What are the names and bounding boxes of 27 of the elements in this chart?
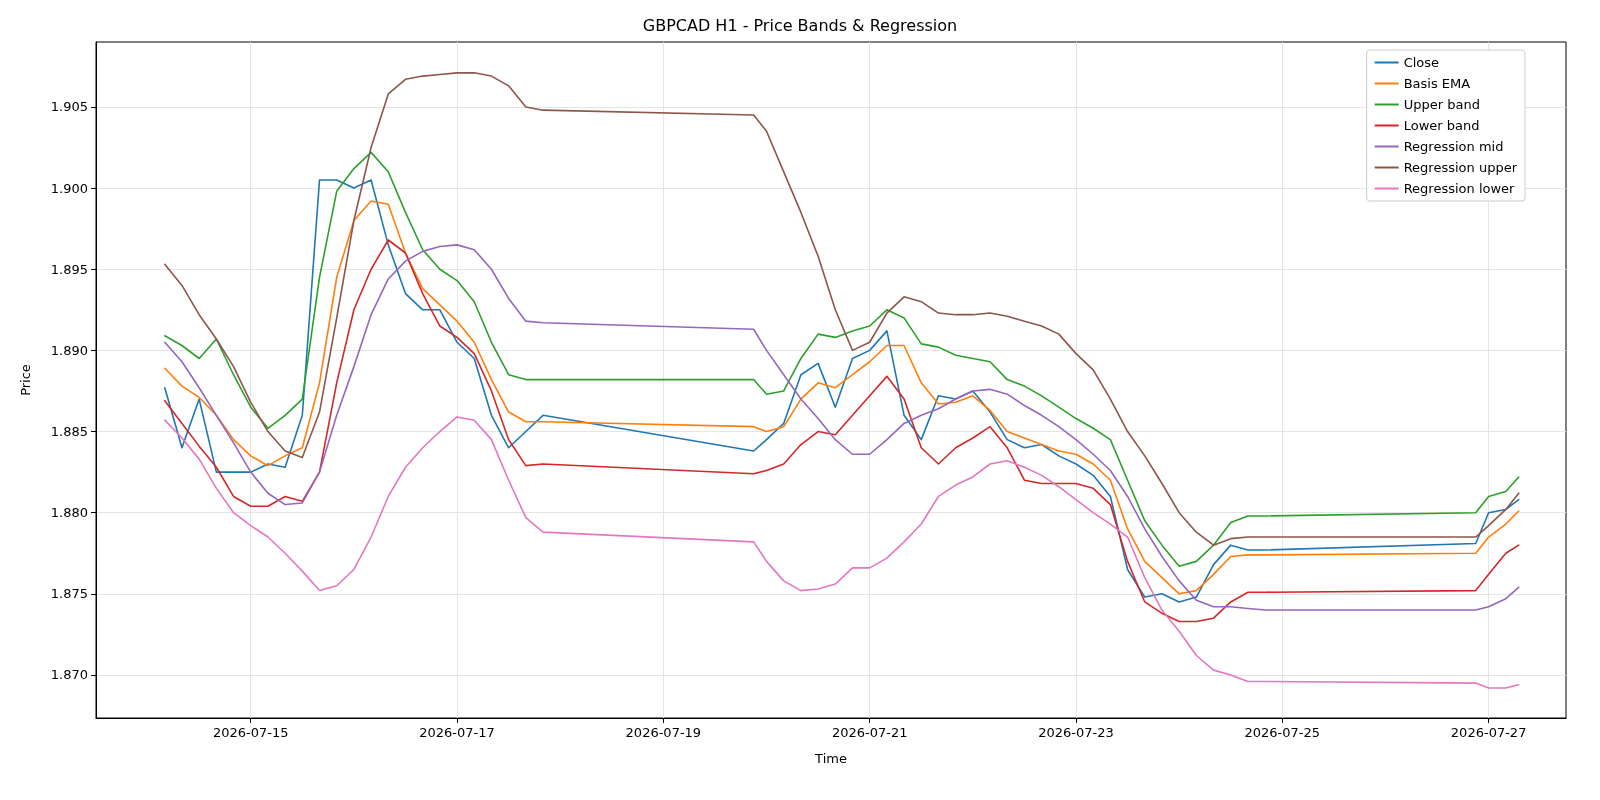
x-tick-label: 2026-07-21 [831, 725, 908, 740]
legend-label: Upper band [1403, 97, 1480, 112]
x-tick-label: 2026-07-17 [419, 725, 495, 740]
x-tick-label: 2026-07-19 [625, 725, 702, 740]
line-series [163, 416, 1520, 689]
x-tick-label: 2026-07-23 [1038, 725, 1114, 740]
legend-label: Lower band [1403, 118, 1480, 133]
legend-label: Basis EMA [1403, 76, 1471, 91]
y-tick-label: 1.900 [50, 180, 88, 196]
y-tick-label: 1.885 [50, 424, 88, 440]
legend-label: Close [1403, 55, 1440, 70]
y-tick-label: 1.905 [50, 99, 88, 115]
y-axis-title: Price [18, 364, 33, 396]
y-tick-label: 1.880 [50, 505, 88, 521]
y-tick-label: 1.875 [50, 586, 88, 602]
x-tick-label: 2026-07-27 [1450, 725, 1527, 740]
chart-title: GBPCAD H1 - Price Bands & Regression [642, 15, 958, 35]
x-tick-label: 2026-07-15 [212, 725, 289, 740]
legend-label: Regression lower [1403, 181, 1516, 196]
y-tick-label: 1.870 [50, 667, 88, 683]
line-series [163, 72, 1520, 546]
legend-label: Regression mid [1403, 139, 1504, 154]
y-tick-label: 1.895 [50, 261, 88, 277]
x-tick-label: 2026-07-25 [1244, 725, 1321, 740]
legend-label: Regression upper [1403, 160, 1518, 175]
x-axis-title: Time [814, 751, 847, 766]
y-tick-label: 1.890 [50, 342, 88, 358]
